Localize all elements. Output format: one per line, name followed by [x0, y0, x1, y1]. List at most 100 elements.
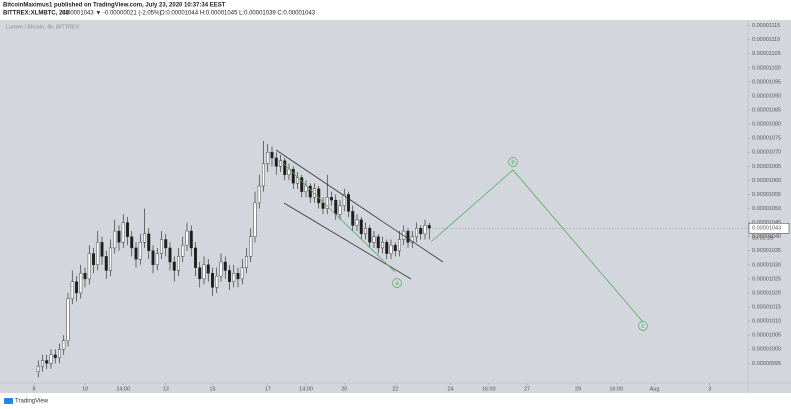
candle-body [70, 281, 74, 299]
candle-body [368, 228, 372, 243]
y-tick-label: 0.00001115 [752, 23, 780, 29]
candle-body [257, 185, 261, 204]
candle-body [313, 188, 316, 198]
y-tick-label: 0.00001020 [752, 290, 781, 296]
candle-body [389, 244, 393, 254]
candle-body [274, 157, 278, 167]
last-price-label: 0.00001043 [752, 226, 781, 232]
candle-body [334, 199, 338, 215]
candle-body [321, 202, 325, 209]
candle-body [164, 239, 168, 249]
candle-body [36, 365, 40, 372]
candle-body [266, 152, 270, 164]
wave-circle [392, 278, 402, 288]
candle-body [168, 247, 172, 263]
candle-body [138, 242, 142, 260]
wave-a-line [282, 162, 396, 273]
candle-body [325, 197, 329, 209]
candle-body [308, 185, 312, 198]
candle-body [160, 239, 163, 254]
y-tick-label: 0.00001000 [752, 347, 781, 353]
candle-body [177, 256, 180, 271]
x-tick-label: 14:00 [299, 386, 313, 392]
candle-body [143, 233, 146, 243]
candle-body [53, 354, 57, 358]
candle-body [330, 197, 333, 201]
wave-label: b [511, 160, 515, 166]
candle-body [147, 233, 151, 251]
y-tick-label: 0.00001100 [752, 65, 781, 71]
x-tick-label: 16:00 [609, 386, 623, 392]
y-tick-label: 0.00001090 [752, 93, 781, 99]
x-tick-label: 10 [82, 386, 88, 392]
candle-body [219, 261, 223, 277]
candle-body [300, 177, 304, 192]
countdown: 03:02:28 [752, 236, 773, 242]
candle-body [249, 236, 253, 257]
candle-body [291, 168, 295, 184]
candle-body [211, 273, 214, 288]
brand-logo [4, 398, 13, 404]
wave-labels: a b c [392, 157, 648, 331]
candle-body [342, 194, 346, 206]
candle-body [62, 340, 66, 350]
published-line: BitcoinMaximus1 published on TradingView… [3, 3, 226, 9]
candle-body [155, 253, 159, 266]
chart-area [0, 20, 791, 393]
candle-body [134, 247, 138, 260]
candle-body [121, 222, 125, 243]
candle-body [151, 250, 155, 266]
candle-body [181, 244, 185, 257]
chart-watermark: Lumen / Bitcoin, 4h, BITTREX [6, 24, 80, 30]
candle-body [364, 228, 367, 235]
candle-body [304, 185, 308, 192]
candle-body [96, 242, 100, 266]
y-tick-label: 0.00001110 [752, 37, 780, 43]
candle-body [87, 253, 91, 280]
x-tick-label: 17 [265, 386, 271, 392]
candle-body [398, 239, 401, 251]
candle-body [130, 236, 134, 249]
candle-body [66, 298, 70, 341]
candle-body [372, 236, 376, 243]
candle-body [41, 360, 44, 367]
candle-body [100, 242, 104, 257]
wave-label: c [642, 324, 645, 330]
candle-body [338, 205, 342, 215]
x-tick-label: 16:00 [482, 386, 496, 392]
channel-lower [283, 202, 412, 280]
candle-body [359, 219, 363, 235]
wave-label: a [395, 281, 399, 287]
channel-upper [275, 149, 444, 263]
candle-body [415, 228, 418, 237]
y-tick-label: 0.00001035 [752, 248, 781, 254]
candle-body [58, 349, 61, 358]
candle-body [351, 211, 355, 226]
x-tick-label: 22 [392, 386, 398, 392]
candle-body [376, 236, 380, 249]
y-tick-label: 0.00001085 [752, 107, 781, 113]
candle-body [223, 261, 227, 271]
candle-body [419, 228, 423, 235]
y-tick-label: 0.00001050 [752, 206, 781, 212]
candle-body [427, 225, 431, 229]
candle-body [49, 354, 53, 364]
candle-body [104, 256, 108, 271]
price-change: 0.00001043 ▼ -0.00000021 (-2.05%) [62, 11, 161, 17]
candle-body [75, 281, 78, 294]
last-price-box [748, 222, 790, 234]
y-tick-label: 0.00001080 [752, 122, 781, 128]
candle-body [215, 275, 219, 288]
candle-body [113, 230, 117, 249]
candle-body [83, 273, 87, 280]
candle-body [283, 160, 287, 175]
candle-body [385, 242, 389, 254]
candle-body [245, 256, 248, 268]
y-tick-label: 0.00001060 [752, 178, 781, 184]
x-tick-label: 29 [575, 386, 581, 392]
candle-body [393, 244, 397, 251]
y-tick-label: 0.00001030 [752, 262, 781, 268]
y-tick-label: 0.00001075 [752, 136, 781, 142]
y-tick-label: 0.00001055 [752, 192, 781, 198]
